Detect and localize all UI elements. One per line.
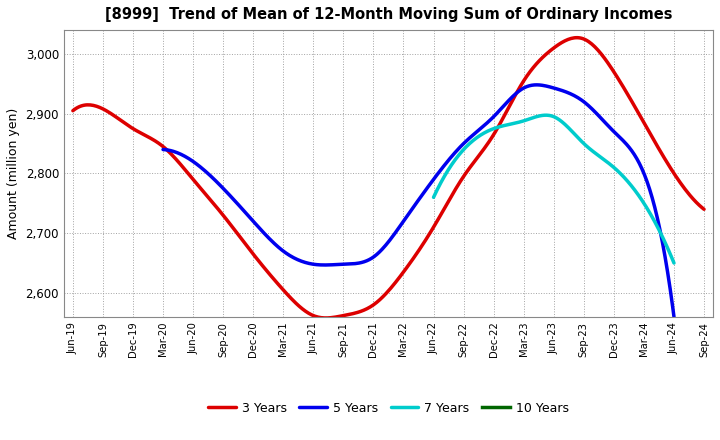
7 Years (581, 143, 590, 148)
7 Years (670, 260, 678, 266)
7 Years (458, 148, 467, 154)
5 Years (220, 187, 229, 192)
3 Years (573, 35, 582, 40)
7 Years (508, 121, 516, 126)
5 Years (530, 82, 539, 88)
3 Years (318, 315, 327, 320)
3 Years (145, 135, 153, 140)
Line: 3 Years: 3 Years (73, 38, 704, 318)
3 Years (274, 282, 283, 287)
5 Years (361, 259, 369, 264)
3 Years (68, 108, 77, 114)
5 Years (325, 262, 334, 268)
5 Years (533, 82, 541, 88)
7 Years (603, 160, 612, 165)
5 Years (528, 83, 536, 88)
7 Years (429, 194, 438, 200)
7 Years (524, 117, 533, 122)
5 Years (670, 314, 678, 319)
Line: 5 Years: 5 Years (163, 85, 674, 317)
5 Years (480, 123, 489, 128)
3 Years (526, 69, 534, 74)
3 Years (322, 315, 330, 321)
Title: [8999]  Trend of Mean of 12-Month Moving Sum of Ordinary Incomes: [8999] Trend of Mean of 12-Month Moving … (104, 7, 672, 22)
Y-axis label: Amount (million yen): Amount (million yen) (7, 108, 20, 239)
Line: 7 Years: 7 Years (433, 115, 674, 263)
7 Years (605, 161, 613, 166)
3 Years (467, 163, 476, 168)
7 Years (541, 113, 550, 118)
Legend: 3 Years, 5 Years, 7 Years, 10 Years: 3 Years, 5 Years, 7 Years, 10 Years (203, 396, 574, 419)
5 Years (158, 147, 167, 152)
3 Years (700, 207, 708, 212)
3 Years (529, 65, 538, 70)
